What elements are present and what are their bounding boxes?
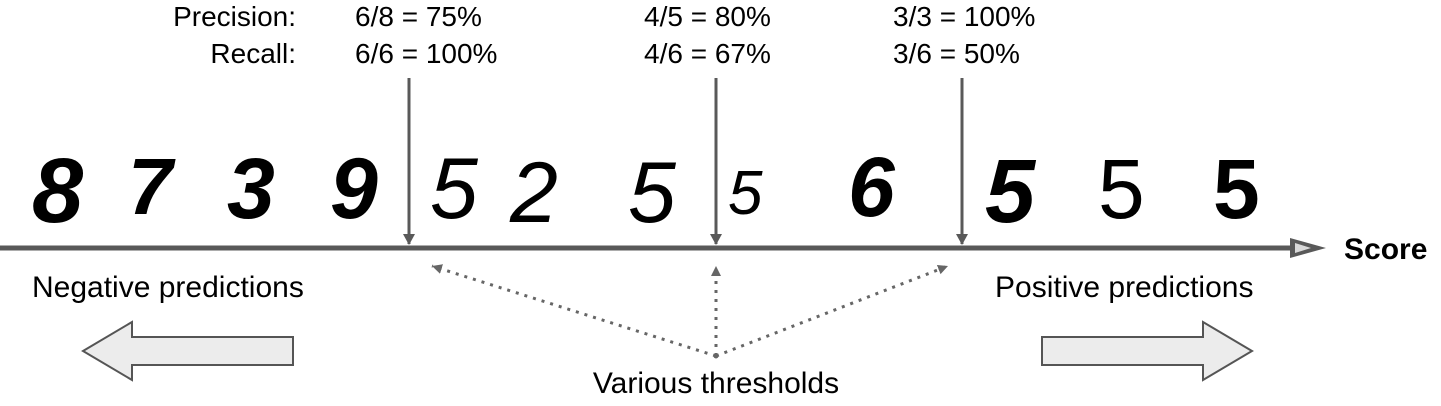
various-thresholds-label: Various thresholds	[593, 367, 839, 400]
precision-label: Precision:	[173, 1, 296, 32]
threshold-1-precision: 6/8 = 75%	[355, 1, 482, 32]
threshold-2-precision: 4/5 = 80%	[644, 1, 771, 32]
threshold-3-precision: 3/3 = 100%	[893, 1, 1035, 32]
digit-3: 3	[227, 141, 275, 237]
score-axis-label: Score	[1344, 233, 1427, 266]
dotted-pointer-right	[715, 264, 949, 358]
score-axis-arrowhead-inner	[1295, 243, 1311, 253]
threshold-1-recall: 6/6 = 100%	[355, 38, 497, 69]
digit-4: 9	[330, 141, 378, 237]
various-thresholds-pointers	[431, 264, 949, 358]
digit-6: 2	[509, 145, 558, 241]
dotted-pointer-left	[431, 264, 717, 358]
negative-direction-arrow	[81, 320, 294, 382]
digit-1: 8	[32, 140, 84, 242]
digit-8: 5	[728, 159, 763, 228]
threshold-3-recall: 3/6 = 50%	[893, 38, 1020, 69]
digit-row: 8 7 3 9 5 2 5 5 6 5 5 5	[32, 140, 1260, 242]
positive-direction-arrow	[1041, 320, 1254, 382]
threshold-2-recall: 4/6 = 67%	[644, 38, 771, 69]
digit-5: 5	[430, 141, 479, 237]
dotted-pointer-origin	[713, 353, 719, 359]
digit-7: 5	[628, 145, 677, 241]
digit-11: 5	[1098, 142, 1145, 236]
digit-9: 6	[848, 140, 896, 234]
digit-2: 7	[128, 142, 176, 231]
digit-12: 5	[1213, 142, 1260, 236]
positive-predictions-label: Positive predictions	[995, 271, 1253, 304]
negative-predictions-label: Negative predictions	[32, 271, 304, 304]
recall-label: Recall:	[210, 38, 296, 69]
digit-10: 5	[985, 142, 1037, 242]
